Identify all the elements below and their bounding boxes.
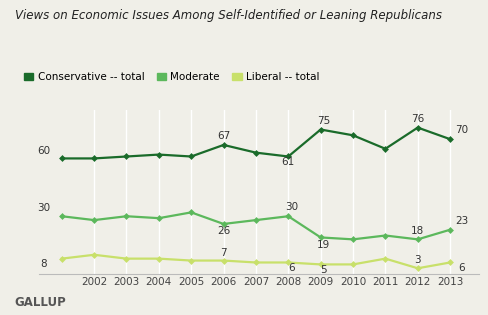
Text: Views on Economic Issues Among Self-Identified or Leaning Republicans: Views on Economic Issues Among Self-Iden… (15, 9, 441, 22)
Text: 5: 5 (320, 265, 326, 275)
Text: 26: 26 (217, 226, 230, 236)
Text: 60: 60 (38, 146, 50, 156)
Legend: Conservative -- total, Moderate, Liberal -- total: Conservative -- total, Moderate, Liberal… (20, 68, 323, 87)
Text: 30: 30 (38, 203, 50, 213)
Text: 6: 6 (457, 263, 464, 273)
Text: 8: 8 (41, 259, 47, 269)
Text: 67: 67 (217, 131, 230, 141)
Text: 61: 61 (281, 157, 294, 167)
Text: 19: 19 (317, 240, 330, 250)
Text: 6: 6 (287, 263, 294, 273)
Text: GALLUP: GALLUP (15, 296, 66, 309)
Text: 70: 70 (454, 125, 467, 135)
Text: 18: 18 (410, 226, 424, 236)
Text: 30: 30 (285, 202, 298, 212)
Text: 7: 7 (220, 248, 226, 258)
Text: 75: 75 (317, 116, 330, 126)
Text: 76: 76 (410, 114, 424, 124)
Text: 23: 23 (454, 216, 467, 226)
Text: 3: 3 (413, 255, 420, 265)
